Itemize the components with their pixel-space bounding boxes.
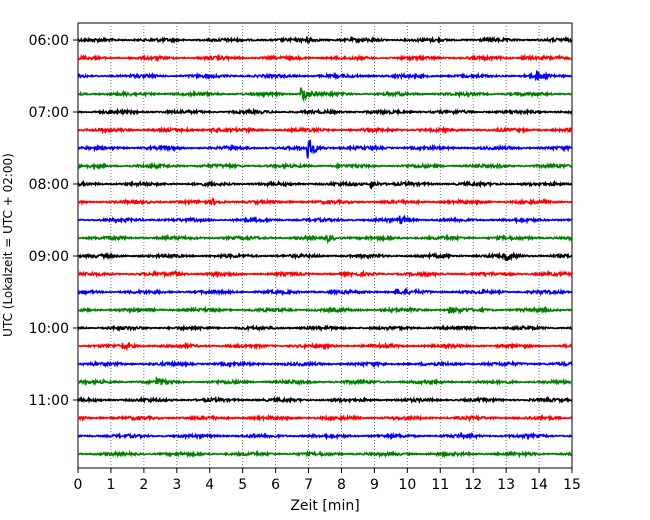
- y-tick-label: 07:00: [29, 105, 69, 121]
- trace-0630: [77, 70, 573, 82]
- x-tick-label: 0: [74, 477, 83, 493]
- x-tick-label: 8: [337, 477, 346, 493]
- y-tick-label: 06:00: [29, 33, 69, 49]
- y-axis: 06:00 07:00 08:00 09:00 10:00 11:00: [29, 33, 78, 409]
- trace-0915: [77, 269, 573, 279]
- x-tick-label: 5: [238, 477, 247, 493]
- trace-group: [77, 35, 573, 459]
- trace-1030: [77, 359, 573, 369]
- trace-1000: [77, 323, 573, 333]
- trace-1115: [77, 413, 573, 423]
- trace-0900: [77, 251, 573, 262]
- trace-0730: [77, 139, 573, 159]
- y-tick-label: 11:00: [29, 393, 69, 409]
- trace-0645: [77, 87, 573, 103]
- x-tick-label: 13: [497, 477, 515, 493]
- x-tick-label: 9: [370, 477, 379, 493]
- trace-1100: [77, 395, 573, 405]
- trace-0830: [77, 214, 573, 225]
- trace-0700: [77, 107, 573, 117]
- x-tick-label: 7: [304, 477, 313, 493]
- x-tick-label: 10: [398, 477, 416, 493]
- trace-1015: [77, 341, 573, 352]
- trace-1145: [77, 449, 573, 459]
- trace-0600: [77, 35, 573, 45]
- trace-0815: [77, 196, 573, 207]
- x-tick-label: 6: [271, 477, 280, 493]
- x-tick-label: 11: [431, 477, 449, 493]
- x-tick-label: 4: [205, 477, 214, 493]
- y-axis-label: UTC (Lokalzeit = UTC + 02:00): [1, 153, 15, 337]
- x-axis-label: Zeit [min]: [290, 498, 359, 514]
- trace-0615: [77, 53, 573, 63]
- trace-0715: [77, 125, 573, 135]
- x-tick-label: 1: [106, 477, 115, 493]
- x-axis: 0 1 2 3 4 5 6 7 8 9 10 11 12 13 14 15: [74, 468, 581, 493]
- trace-0945: [77, 305, 573, 315]
- plot-frame: [77, 22, 573, 469]
- y-tick-label: 08:00: [29, 177, 69, 193]
- x-tick-label: 14: [530, 477, 548, 493]
- y-tick-label: 09:00: [29, 249, 69, 265]
- trace-1045: [77, 375, 573, 387]
- trace-0845: [77, 233, 573, 245]
- trace-0800: [77, 179, 573, 190]
- x-tick-label: 12: [464, 477, 482, 493]
- trace-1130: [77, 431, 573, 441]
- x-tick-label: 2: [139, 477, 148, 493]
- trace-0745: [77, 161, 573, 171]
- x-tick-label: 3: [172, 477, 181, 493]
- plot-area: [77, 22, 573, 469]
- y-tick-label: 10:00: [29, 321, 69, 337]
- x-tick-label: 15: [563, 477, 581, 493]
- grid-lines: [110, 23, 540, 468]
- trace-0930: [77, 287, 573, 297]
